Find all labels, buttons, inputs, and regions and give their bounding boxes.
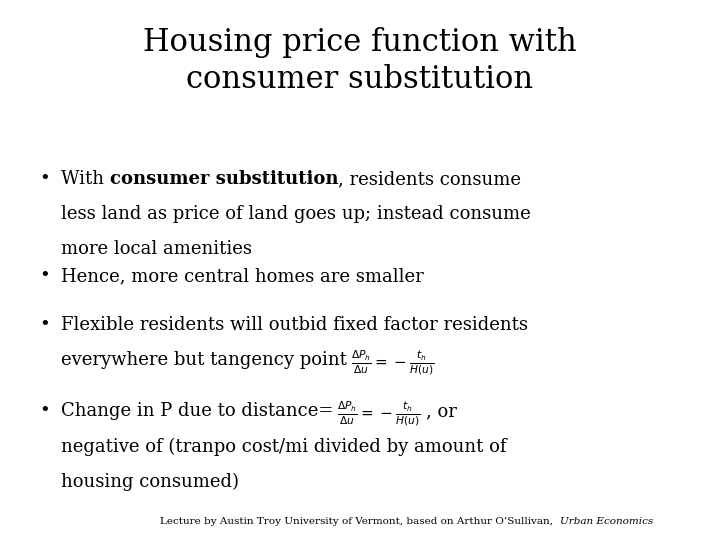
- Text: Lecture by Austin Troy University of Vermont, based on Arthur O’Sullivan,: Lecture by Austin Troy University of Ver…: [161, 517, 559, 526]
- Text: Change in P due to distance=: Change in P due to distance=: [61, 402, 333, 420]
- Text: Urban Economics: Urban Economics: [559, 517, 653, 526]
- Text: Housing price function with
consumer substitution: Housing price function with consumer sub…: [143, 27, 577, 95]
- Text: •: •: [40, 402, 50, 420]
- Text: $\frac{\Delta P_h}{\Delta u} = -\frac{t_h}{H(u)}$: $\frac{\Delta P_h}{\Delta u} = -\frac{t_…: [351, 348, 434, 377]
- Text: everywhere but tangency point: everywhere but tangency point: [61, 351, 347, 369]
- Text: $\frac{\Delta P_h}{\Delta u} = -\frac{t_h}{H(u)}$: $\frac{\Delta P_h}{\Delta u} = -\frac{t_…: [337, 400, 420, 428]
- Text: •: •: [40, 170, 50, 188]
- Text: •: •: [40, 316, 50, 334]
- Text: With: With: [61, 170, 110, 188]
- Text: , residents consume: , residents consume: [338, 170, 521, 188]
- Text: Hence, more central homes are smaller: Hence, more central homes are smaller: [61, 267, 424, 285]
- Text: negative of (tranpo cost/mi divided by amount of: negative of (tranpo cost/mi divided by a…: [61, 437, 507, 456]
- Text: housing consumed): housing consumed): [61, 472, 239, 491]
- Text: •: •: [40, 267, 50, 285]
- Text: more local amenities: more local amenities: [61, 240, 252, 258]
- Text: Flexible residents will outbid fixed factor residents: Flexible residents will outbid fixed fac…: [61, 316, 528, 334]
- Text: Change in P due to distance=: Change in P due to distance=: [61, 402, 333, 420]
- Text: everywhere but tangency point: everywhere but tangency point: [61, 351, 347, 369]
- Text: Lecture by Austin Troy University of Vermont, based on Arthur O’Sullivan,: Lecture by Austin Troy University of Ver…: [161, 517, 559, 526]
- Text: , or: , or: [426, 402, 457, 420]
- Text: consumer substitution: consumer substitution: [110, 170, 338, 188]
- Text: less land as price of land goes up; instead consume: less land as price of land goes up; inst…: [61, 205, 531, 223]
